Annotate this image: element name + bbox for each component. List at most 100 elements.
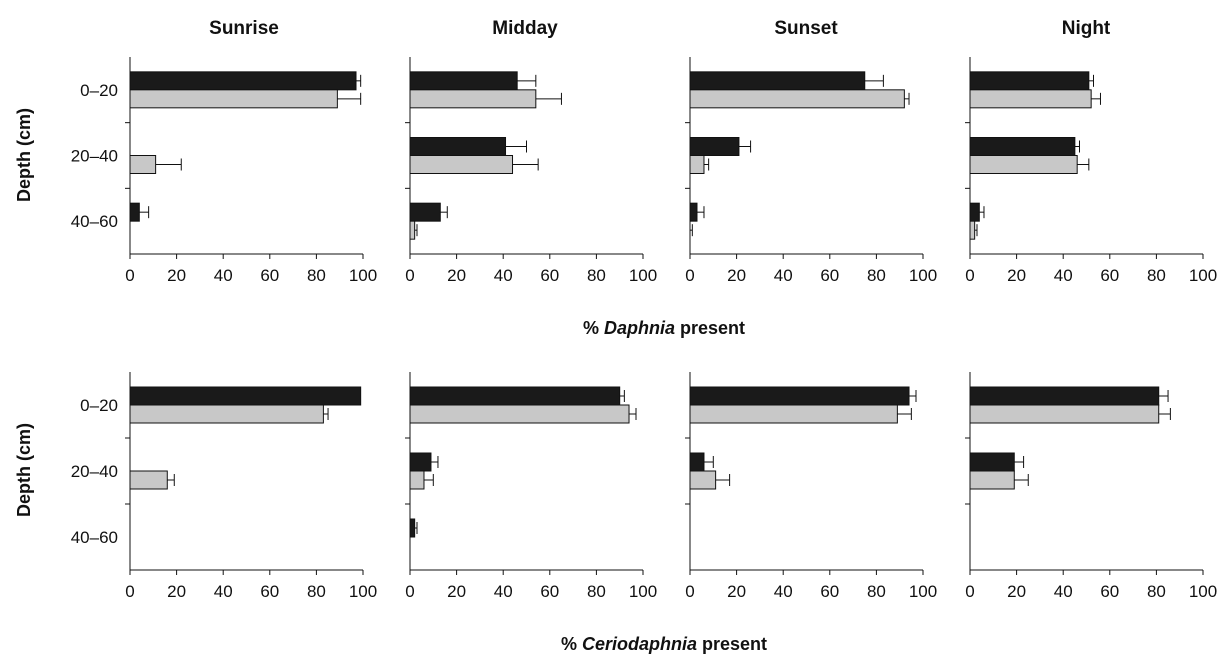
x-tick-label: 60 [260, 582, 279, 601]
x-tick-label: 80 [587, 266, 606, 285]
bar-light-0-20 [409, 404, 630, 424]
panel-daphnia-sunset: 0 20 40 60 80 100 [685, 57, 937, 285]
x-tick-label: 40 [494, 266, 513, 285]
y-axis-title-top: Depth (cm) [14, 108, 34, 202]
bar-dark-40-60 [969, 202, 980, 222]
x-axis-title-prefix: % [561, 634, 582, 654]
x-tick-label: 100 [909, 266, 937, 285]
bar-light-20-40 [689, 155, 705, 174]
x-axis-title-suffix: present [675, 318, 745, 338]
x-tick-label: 100 [909, 582, 937, 601]
y-tick-label: 20–40 [71, 147, 118, 166]
x-tick-label: 100 [1189, 582, 1217, 601]
column-title-sunset: Sunset [774, 18, 838, 39]
panel-daphnia-sunrise: 0 20 40 60 80 100 0–20 20–40 40–60 [71, 57, 377, 285]
x-tick-label: 40 [494, 582, 513, 601]
y-axis-title-bottom: Depth (cm) [14, 423, 34, 517]
x-tick-label: 60 [540, 266, 559, 285]
x-axis-title-ceriodaphnia: % Ceriodaphnia present [561, 634, 767, 654]
x-tick-label: 40 [214, 582, 233, 601]
x-tick-label: 0 [965, 582, 974, 601]
x-tick-label: 40 [774, 582, 793, 601]
x-axis-title-prefix: % [583, 318, 604, 338]
x-tick-label: 20 [1007, 582, 1026, 601]
x-tick-label: 60 [260, 266, 279, 285]
panel-ceriodaphnia-sunset: 0 20 40 60 80 100 [685, 372, 937, 601]
bar-dark-20-40 [409, 452, 432, 472]
x-tick-label: 60 [820, 582, 839, 601]
bar-dark-40-60 [409, 202, 441, 222]
bar-dark-20-40 [689, 452, 705, 472]
y-tick-label: 40–60 [71, 212, 118, 231]
x-tick-label: 80 [867, 266, 886, 285]
y-tick-label: 40–60 [71, 528, 118, 547]
column-title-midday: Midday [492, 18, 558, 39]
bar-dark-0-20 [129, 386, 362, 406]
bar-dark-40-60 [129, 202, 140, 222]
bar-light-40-60 [969, 220, 976, 240]
bar-dark-20-40 [409, 137, 507, 156]
x-tick-label: 40 [774, 266, 793, 285]
panel-daphnia-night: 0 20 40 60 80 100 [965, 57, 1217, 285]
bar-light-20-40 [689, 470, 717, 490]
x-tick-label: 0 [125, 582, 134, 601]
panel-daphnia-midday: 0 20 40 60 80 100 [405, 57, 657, 285]
x-tick-label: 80 [587, 582, 606, 601]
bar-dark-20-40 [689, 137, 740, 156]
bar-dark-20-40 [969, 452, 1015, 472]
y-tick-label: 20–40 [71, 462, 118, 481]
x-tick-label: 60 [1100, 266, 1119, 285]
x-tick-label: 100 [629, 266, 657, 285]
x-axis-title-daphnia: % Daphnia present [583, 318, 745, 338]
x-tick-label: 100 [1189, 266, 1217, 285]
x-tick-label: 20 [447, 582, 466, 601]
bar-dark-0-20 [969, 386, 1160, 406]
x-tick-label: 80 [307, 582, 326, 601]
x-axis-title-taxon: Daphnia [604, 318, 675, 338]
panels: 0 20 40 60 80 100 0–20 20–40 40–60 0 20 40 60 80 100 0 2… [71, 57, 1217, 601]
y-tick-label: 0–20 [80, 81, 118, 100]
x-axis-title-suffix: present [697, 634, 767, 654]
x-tick-label: 20 [167, 582, 186, 601]
bar-dark-20-40 [969, 137, 1076, 156]
bar-light-20-40 [969, 470, 1015, 490]
x-tick-label: 40 [1054, 582, 1073, 601]
bar-light-0-20 [129, 89, 338, 109]
x-tick-label: 80 [1147, 582, 1166, 601]
x-tick-label: 0 [685, 266, 694, 285]
panel-ceriodaphnia-midday: 0 20 40 60 80 100 [405, 372, 657, 601]
x-tick-label: 20 [727, 582, 746, 601]
x-tick-label: 60 [820, 266, 839, 285]
x-tick-label: 80 [1147, 266, 1166, 285]
x-tick-label: 0 [125, 266, 134, 285]
x-tick-label: 20 [447, 266, 466, 285]
bar-light-20-40 [129, 155, 157, 174]
panel-ceriodaphnia-sunrise: 0 20 40 60 80 100 0–20 20–40 40–60 [71, 372, 377, 601]
bar-dark-0-20 [689, 386, 910, 406]
x-tick-label: 80 [867, 582, 886, 601]
x-tick-label: 80 [307, 266, 326, 285]
x-tick-label: 40 [214, 266, 233, 285]
bar-dark-0-20 [969, 71, 1090, 91]
x-tick-label: 40 [1054, 266, 1073, 285]
bar-dark-40-60 [689, 202, 698, 222]
column-title-sunrise: Sunrise [209, 18, 279, 39]
x-tick-label: 0 [685, 582, 694, 601]
bar-light-0-20 [689, 404, 898, 424]
bar-dark-0-20 [689, 71, 866, 91]
x-axis-title-taxon: Ceriodaphnia [582, 634, 697, 654]
bar-light-0-20 [129, 404, 324, 424]
x-tick-label: 20 [167, 266, 186, 285]
bar-dark-0-20 [409, 71, 518, 91]
x-tick-label: 100 [629, 582, 657, 601]
bar-light-20-40 [969, 155, 1078, 174]
x-tick-label: 20 [727, 266, 746, 285]
x-tick-label: 100 [349, 582, 377, 601]
x-tick-label: 0 [405, 582, 414, 601]
bar-light-0-20 [409, 89, 537, 109]
bar-dark-40-60 [409, 518, 416, 538]
bar-light-0-20 [969, 89, 1092, 109]
x-tick-label: 60 [540, 582, 559, 601]
bar-dark-0-20 [129, 71, 357, 91]
